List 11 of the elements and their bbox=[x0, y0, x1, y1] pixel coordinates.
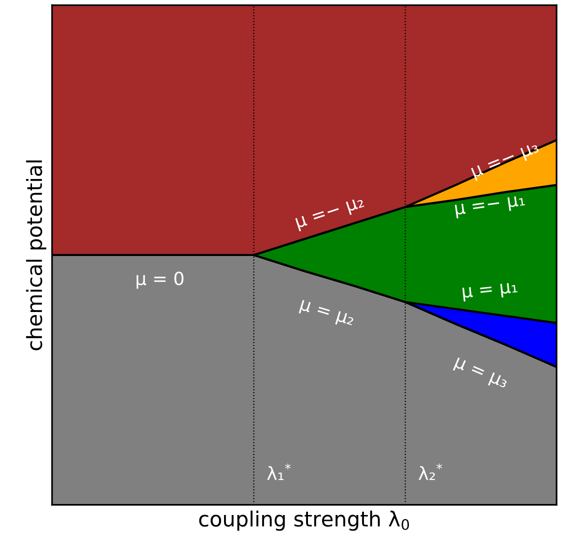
annotation: μ =− μ₂ bbox=[295, 197, 366, 232]
annotation: μ = μ₃ bbox=[452, 358, 508, 392]
annotation: μ = μ₂ bbox=[298, 300, 355, 329]
annotation: μ = μ₁ bbox=[462, 282, 518, 302]
y-axis-title: chemical potential bbox=[26, 160, 46, 350]
annotation: λ₁$^{*}$ bbox=[267, 464, 291, 480]
annotation: μ =− μ₁ bbox=[454, 195, 526, 218]
x-axis-title: coupling strength λ$_{0}$ bbox=[199, 510, 409, 531]
annotation: μ =− μ₃ bbox=[471, 142, 541, 181]
annotation: λ₂$^{*}$ bbox=[418, 464, 442, 480]
annotation: μ = 0 bbox=[136, 272, 184, 289]
